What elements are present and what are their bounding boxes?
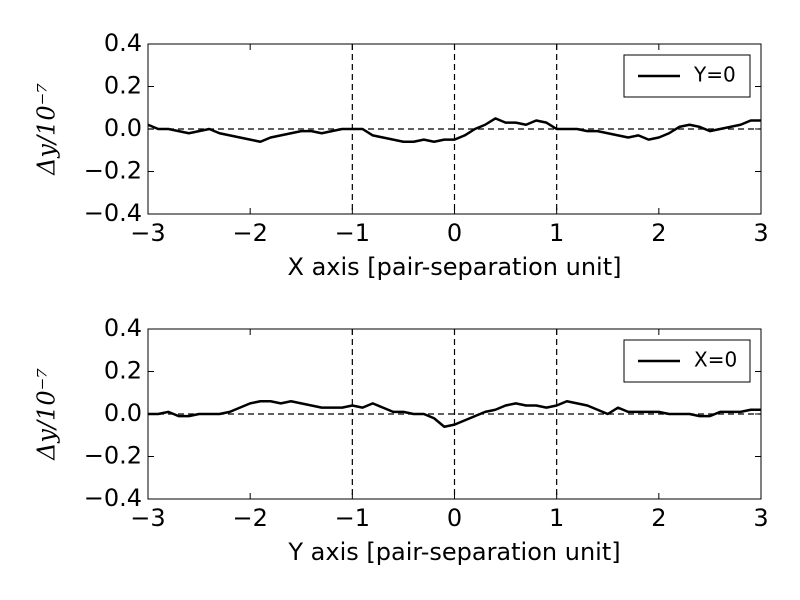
y-tick-label: 0.4 (104, 314, 142, 342)
subplot: −3 −2 −1 0 1 2 3 −0.4 −0.2 0.0 0.2 0.4 Y axis [pair-… (33, 314, 769, 566)
x-tick-label: 1 (549, 504, 564, 532)
data-line (148, 400, 761, 428)
y-tick-label: 0.0 (104, 399, 142, 427)
y-axis-label: Δy/10⁻⁷ (33, 83, 61, 176)
x-tick-label: 3 (753, 504, 768, 532)
legend-label: Y=0 (693, 63, 736, 87)
y-tick-label: 0.4 (104, 29, 142, 57)
x-tick-label: −2 (232, 504, 267, 532)
x-tick-label: −1 (335, 504, 370, 532)
subplot: −3 −2 −1 0 1 2 3 −0.4 −0.2 0.0 0.2 0.4 X axis [pair-… (33, 29, 769, 281)
x-tick-label: 0 (447, 219, 462, 247)
y-tick-label: 0.0 (104, 114, 142, 142)
x-tick-label: 2 (651, 219, 666, 247)
legend-label: X=0 (694, 348, 737, 372)
x-tick-label: −3 (130, 219, 165, 247)
x-axis-label: Y axis [pair-separation unit] (287, 538, 620, 566)
y-tick-label: −0.4 (84, 199, 142, 227)
x-tick-label: −2 (232, 219, 267, 247)
x-tick-label: 2 (651, 504, 666, 532)
y-axis-label: Δy/10⁻⁷ (33, 368, 61, 461)
y-tick-label: 0.2 (104, 357, 142, 385)
y-tick-label: 0.2 (104, 72, 142, 100)
y-tick-label: −0.2 (84, 157, 142, 185)
x-tick-label: 3 (753, 219, 768, 247)
x-tick-label: 0 (447, 504, 462, 532)
y-tick-label: −0.2 (84, 442, 142, 470)
x-tick-label: −3 (130, 504, 165, 532)
x-tick-label: 1 (549, 219, 564, 247)
x-axis-label: X axis [pair-separation unit] (288, 253, 622, 281)
x-tick-label: −1 (335, 219, 370, 247)
y-tick-label: −0.4 (84, 484, 142, 512)
data-line (147, 117, 761, 143)
